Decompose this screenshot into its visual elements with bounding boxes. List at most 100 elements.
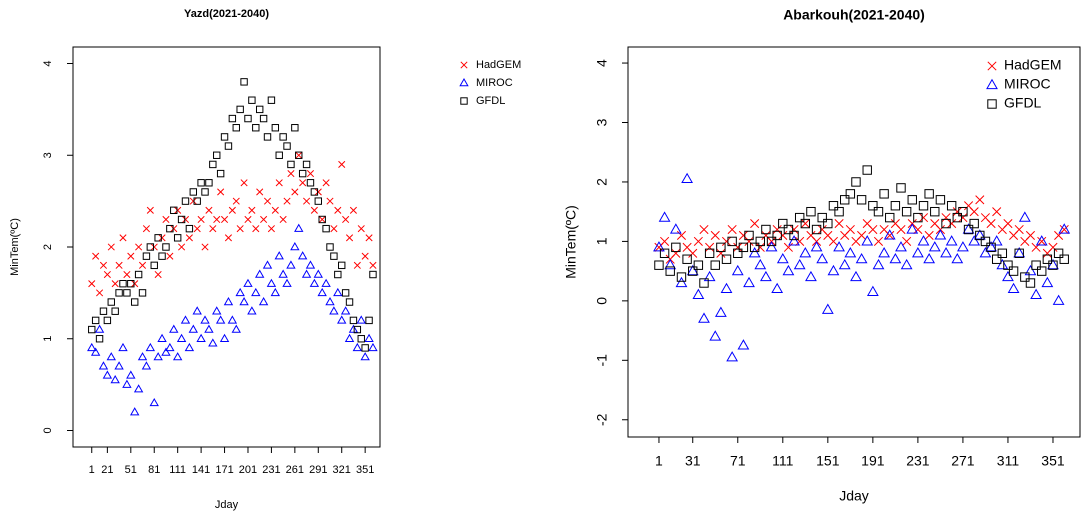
point xyxy=(334,206,342,214)
point xyxy=(851,177,861,187)
point xyxy=(878,247,891,258)
point xyxy=(295,151,303,159)
point xyxy=(99,261,108,269)
point xyxy=(817,212,827,223)
point xyxy=(990,235,1003,246)
point xyxy=(698,312,710,323)
point xyxy=(244,215,252,224)
point xyxy=(115,261,123,269)
point xyxy=(189,197,197,205)
point xyxy=(675,276,688,288)
point xyxy=(267,96,276,104)
point xyxy=(197,179,205,187)
point xyxy=(716,242,726,253)
point xyxy=(193,197,201,205)
point xyxy=(979,247,992,258)
point xyxy=(321,278,331,287)
point xyxy=(212,306,222,315)
point xyxy=(845,189,856,199)
point xyxy=(165,342,175,352)
point xyxy=(935,195,946,205)
point xyxy=(103,270,111,279)
x-tick-label: 151 xyxy=(816,453,840,469)
point xyxy=(828,201,839,211)
point xyxy=(917,235,930,246)
point xyxy=(873,206,884,217)
point xyxy=(692,288,705,299)
point xyxy=(352,342,363,352)
point xyxy=(353,325,362,334)
point xyxy=(721,236,732,246)
point xyxy=(896,224,906,235)
point xyxy=(305,260,316,269)
point xyxy=(162,243,170,251)
point xyxy=(181,215,190,224)
chart-title: Yazd(2021-2040) xyxy=(184,8,269,20)
point xyxy=(895,241,907,252)
point xyxy=(114,361,124,370)
point xyxy=(201,243,209,251)
point xyxy=(142,225,150,233)
plot-box xyxy=(627,46,1081,438)
y-tick-label: 2 xyxy=(594,178,610,186)
point xyxy=(231,324,241,333)
point xyxy=(868,224,878,235)
point xyxy=(130,407,140,416)
point xyxy=(755,236,765,247)
y-tick-label: 2 xyxy=(42,244,54,250)
point xyxy=(928,241,941,252)
point xyxy=(911,247,924,258)
y-axis-label: MinTem(ºC) xyxy=(563,205,579,279)
point xyxy=(219,333,230,342)
point xyxy=(856,195,867,205)
point xyxy=(879,189,889,199)
point xyxy=(252,225,260,233)
point xyxy=(913,212,923,223)
point xyxy=(761,224,771,235)
point xyxy=(945,235,958,246)
point xyxy=(111,307,119,315)
point xyxy=(251,287,261,297)
point xyxy=(174,206,182,214)
point xyxy=(861,235,874,246)
point xyxy=(985,241,997,252)
point xyxy=(1052,294,1065,305)
point xyxy=(228,206,236,214)
point xyxy=(748,247,761,258)
point xyxy=(205,206,213,214)
point xyxy=(676,272,687,282)
point xyxy=(368,342,378,352)
point xyxy=(259,114,268,123)
point xyxy=(314,188,322,196)
point xyxy=(196,333,206,342)
point xyxy=(957,241,969,252)
point xyxy=(369,261,377,269)
point xyxy=(91,316,100,325)
point xyxy=(850,270,862,282)
point xyxy=(118,342,128,352)
point xyxy=(726,351,739,362)
point xyxy=(107,298,115,306)
x-tick-label: 21 xyxy=(101,464,113,476)
point xyxy=(1007,282,1020,294)
point xyxy=(322,179,330,187)
point xyxy=(823,218,833,229)
point xyxy=(940,247,952,258)
x-tick-label: 231 xyxy=(906,453,930,469)
point xyxy=(889,252,902,264)
point xyxy=(220,133,229,141)
point xyxy=(654,260,664,270)
point xyxy=(224,234,233,242)
point xyxy=(1053,248,1064,258)
legend-label: GFDL xyxy=(1004,95,1042,111)
x-tick-label: 111 xyxy=(169,464,186,476)
point xyxy=(213,215,221,224)
point xyxy=(172,352,183,361)
point xyxy=(834,219,844,229)
point xyxy=(699,224,709,235)
point xyxy=(353,261,361,269)
point xyxy=(997,248,1008,258)
point xyxy=(137,352,148,361)
point xyxy=(795,236,805,246)
point xyxy=(157,333,167,342)
